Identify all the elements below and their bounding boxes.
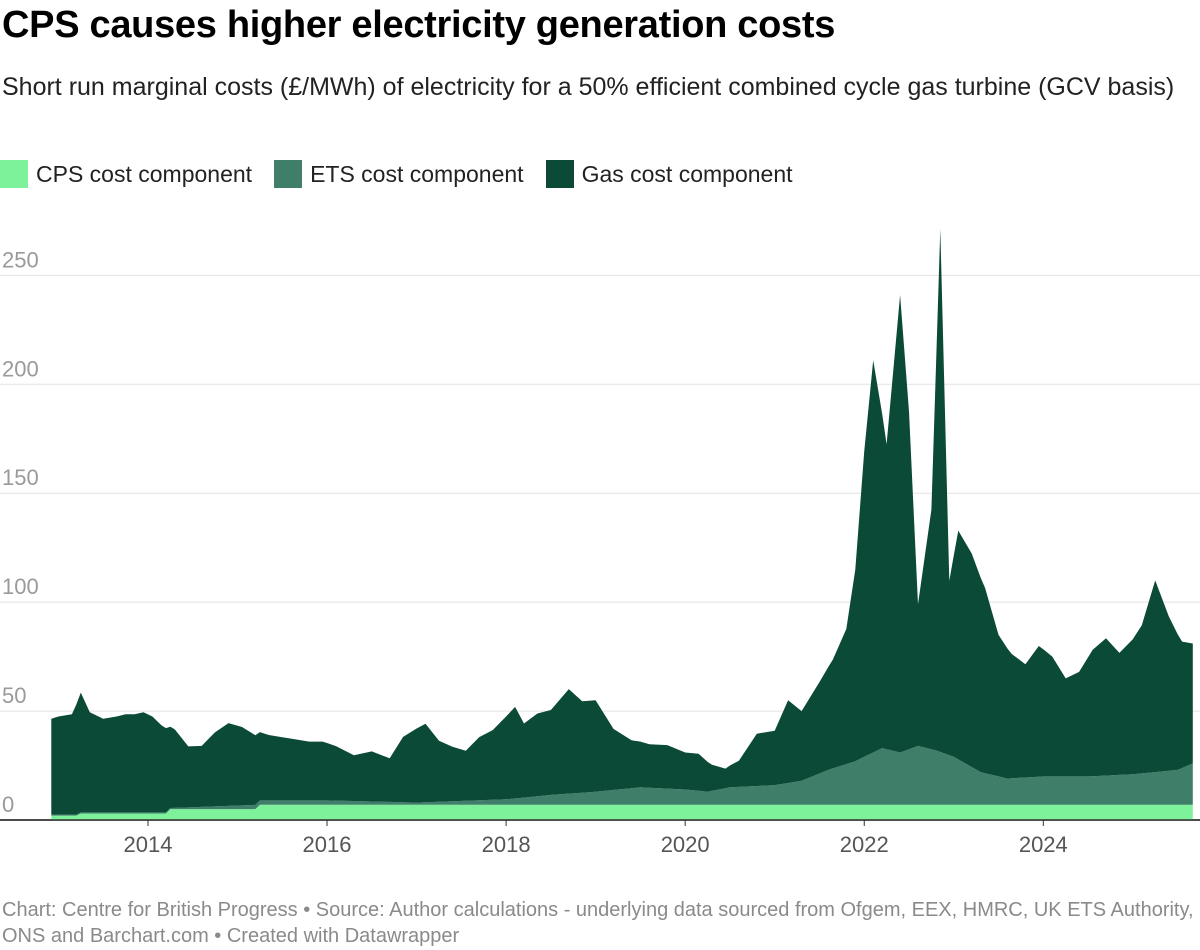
y-tick-label: 200	[2, 356, 39, 381]
x-tick-label: 2018	[482, 832, 531, 857]
y-tick-label: 50	[2, 683, 26, 708]
legend-label-cps: CPS cost component	[36, 160, 253, 187]
legend-swatch-gas	[545, 160, 574, 188]
x-tick-label: 2022	[840, 832, 889, 857]
x-tick-label: 2020	[661, 832, 710, 857]
area-cps-cost-component	[51, 804, 1193, 820]
legend-label-ets: ETS cost component	[310, 160, 524, 187]
legend-swatch-ets	[274, 160, 303, 188]
x-tick-label: 2014	[123, 832, 172, 857]
y-tick-label: 0	[2, 792, 14, 817]
x-axis-ticks: 2014 2016 2018 2020 2022 2024	[123, 820, 1068, 857]
y-tick-label: 100	[2, 574, 39, 599]
y-tick-label: 250	[2, 247, 39, 272]
chart-footer: Chart: Centre for British Progress • Sou…	[2, 899, 1194, 947]
x-tick-label: 2024	[1019, 832, 1068, 857]
chart-subtitle: Short run marginal costs (£/MWh) of elec…	[2, 73, 1175, 101]
chart-title: CPS causes higher electricity generation…	[2, 4, 836, 46]
legend-item-gas: Gas cost component	[545, 160, 793, 188]
stacked-areas	[0, 229, 1200, 821]
legend-item-cps: CPS cost component	[0, 160, 252, 188]
legend: CPS cost component ETS cost component Ga…	[0, 160, 793, 188]
x-tick-label: 2016	[303, 832, 352, 857]
y-tick-label: 150	[2, 465, 39, 490]
legend-label-gas: Gas cost component	[581, 160, 793, 187]
area-ets-cost-component	[51, 745, 1193, 816]
area-gas-cost-component	[51, 229, 1193, 815]
area-chart: 0 50 100 150 200 250 2014 2016 2018 2020 2022 2024	[0, 229, 1200, 857]
legend-item-ets: ETS cost component	[274, 160, 524, 188]
y-axis-ticks: 0 50 100 150 200 250	[2, 247, 39, 817]
legend-swatch-cps	[0, 160, 28, 188]
